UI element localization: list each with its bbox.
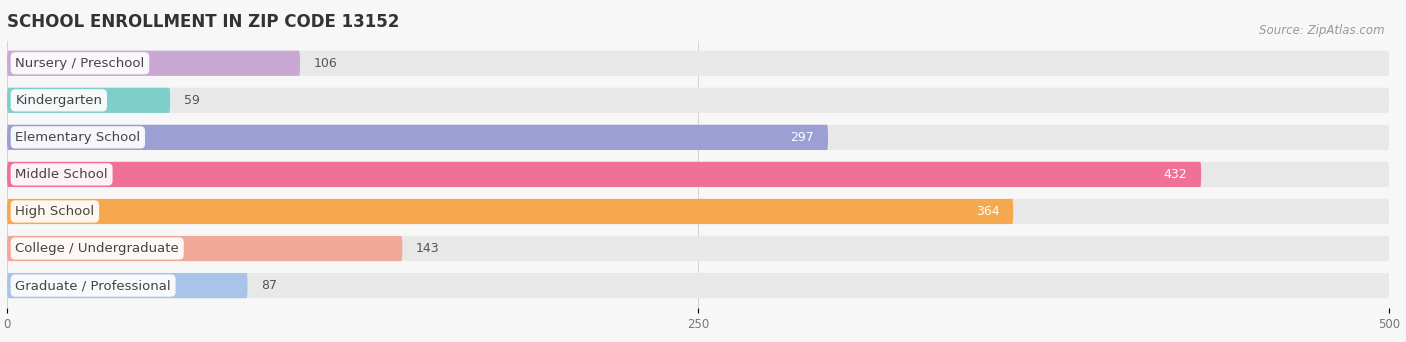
Text: SCHOOL ENROLLMENT IN ZIP CODE 13152: SCHOOL ENROLLMENT IN ZIP CODE 13152	[7, 13, 399, 31]
Text: Elementary School: Elementary School	[15, 131, 141, 144]
FancyBboxPatch shape	[7, 88, 1389, 113]
Text: College / Undergraduate: College / Undergraduate	[15, 242, 179, 255]
Text: 59: 59	[184, 94, 200, 107]
FancyBboxPatch shape	[7, 125, 828, 150]
Text: Kindergarten: Kindergarten	[15, 94, 103, 107]
FancyBboxPatch shape	[7, 199, 1014, 224]
FancyBboxPatch shape	[7, 199, 1389, 224]
Text: 87: 87	[262, 279, 277, 292]
FancyBboxPatch shape	[7, 162, 1389, 187]
Text: 297: 297	[790, 131, 814, 144]
FancyBboxPatch shape	[7, 88, 170, 113]
FancyBboxPatch shape	[7, 51, 1389, 76]
Text: 364: 364	[976, 205, 1000, 218]
Text: Middle School: Middle School	[15, 168, 108, 181]
Text: Source: ZipAtlas.com: Source: ZipAtlas.com	[1260, 24, 1385, 37]
Text: 106: 106	[314, 57, 337, 70]
FancyBboxPatch shape	[7, 51, 299, 76]
FancyBboxPatch shape	[7, 236, 402, 261]
Text: High School: High School	[15, 205, 94, 218]
Text: Graduate / Professional: Graduate / Professional	[15, 279, 172, 292]
Text: Nursery / Preschool: Nursery / Preschool	[15, 57, 145, 70]
Text: 432: 432	[1164, 168, 1187, 181]
Text: 143: 143	[416, 242, 440, 255]
FancyBboxPatch shape	[7, 125, 1389, 150]
FancyBboxPatch shape	[7, 162, 1201, 187]
FancyBboxPatch shape	[7, 273, 247, 298]
FancyBboxPatch shape	[7, 236, 1389, 261]
FancyBboxPatch shape	[7, 273, 1389, 298]
